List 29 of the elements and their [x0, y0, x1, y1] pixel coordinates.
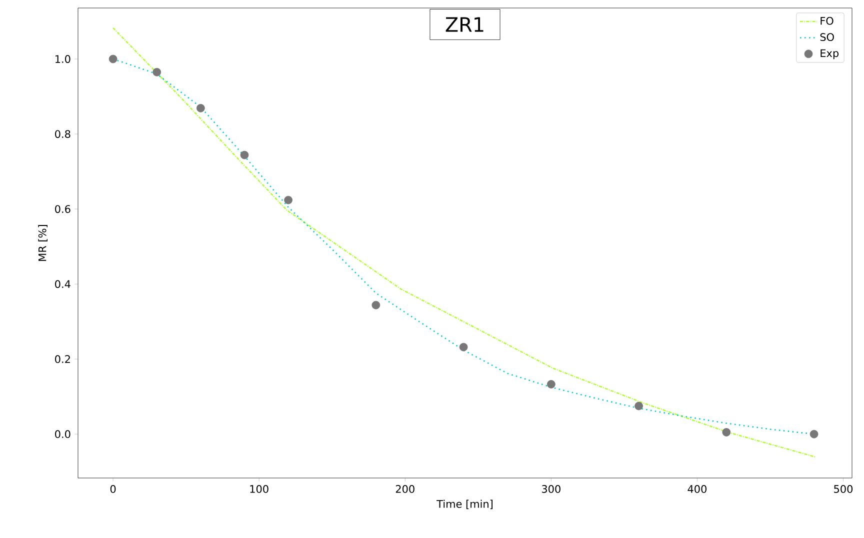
- point: [372, 300, 380, 310]
- y-axis-title: MR [%]: [38, 225, 48, 261]
- point: [810, 430, 818, 438]
- legend-label: SO: [820, 33, 834, 42]
- point: [634, 402, 643, 410]
- chart-title: ZR1: [446, 17, 484, 32]
- point: [722, 428, 731, 436]
- point: [196, 104, 205, 112]
- point: [240, 150, 249, 160]
- x-axis-title: Time [min]: [436, 500, 493, 510]
- y-tick-label: 0.2: [55, 355, 70, 364]
- y-tick-label: 0.4: [55, 280, 70, 288]
- point: [459, 342, 468, 352]
- point: [546, 380, 556, 388]
- point: [108, 54, 118, 64]
- y-tick-label: 0.6: [55, 205, 70, 213]
- x-tick-label: 100: [250, 485, 268, 493]
- legend-label: FO: [820, 16, 834, 25]
- y-tick-label: 0.0: [55, 430, 70, 438]
- legend-label: Exp: [820, 49, 839, 60]
- x-tick-label: 400: [688, 485, 706, 493]
- x-tick-label: 0: [110, 485, 116, 493]
- y-tick-label: 0.8: [55, 130, 70, 138]
- x-tick-label: 300: [542, 485, 560, 493]
- x-tick-label: 500: [834, 485, 853, 493]
- point: [152, 68, 162, 76]
- x-tick-label: 200: [396, 485, 414, 493]
- y-tick-label: 1.0: [56, 55, 70, 63]
- point: [284, 196, 292, 204]
